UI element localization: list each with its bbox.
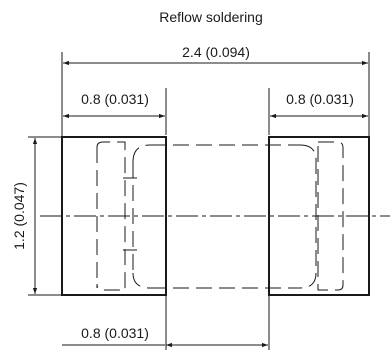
left-pad-width-label: 0.8 (0.031) <box>81 91 149 107</box>
pad-gap-label: 0.8 (0.031) <box>81 325 149 341</box>
right-pad-width-label: 0.8 (0.031) <box>286 91 354 107</box>
right-solder-pad <box>268 136 370 296</box>
left-solder-pad <box>61 136 167 296</box>
right-pad-width-dimension <box>268 88 370 135</box>
left-pad-width-dimension <box>61 88 167 135</box>
pad-height-dimension <box>28 136 62 296</box>
pad-height-label: 1.2 (0.047) <box>11 182 27 250</box>
component-outline <box>96 141 344 291</box>
pad-gap-dimension <box>62 295 270 350</box>
diagram-title: Reflow soldering <box>159 9 263 25</box>
overall-width-label: 2.4 (0.094) <box>182 44 250 60</box>
